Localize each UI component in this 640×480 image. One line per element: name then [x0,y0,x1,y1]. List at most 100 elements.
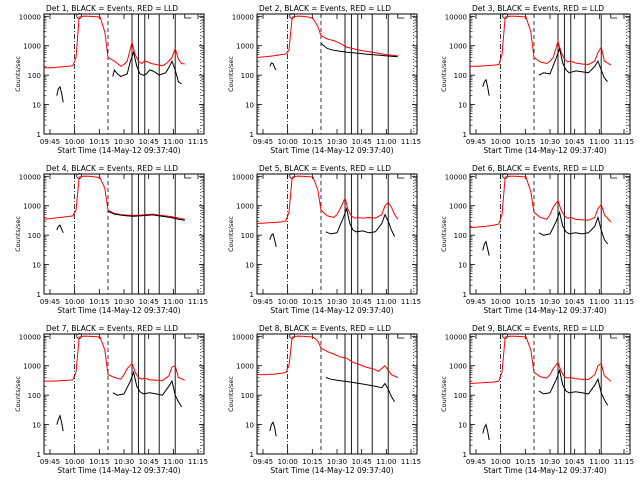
series-events-line [269,62,277,71]
x-tick-label: 10:15 [302,298,322,306]
x-tick-label: 10:00 [491,138,511,146]
y-tick-label: 1 [37,131,41,139]
x-tick-label: 10:30 [114,458,134,466]
x-axis-label: Start Time (14-May-12 09:37:40) [270,306,393,315]
y-tick-label: 100 [241,72,254,80]
x-tick-label: 09:45 [253,458,273,466]
x-tick-label: 10:00 [278,298,298,306]
y-tick-label: 10000 [445,173,467,181]
series-lld-line [470,15,612,67]
x-tick-label: 10:30 [327,138,347,146]
x-tick-label: 10:45 [139,458,159,466]
y-tick-label: 10000 [232,333,254,341]
y-tick-label: 1000 [449,43,467,51]
x-tick-label: 11:00 [589,298,609,306]
x-tick-label: 10:00 [65,138,85,146]
x-tick-label: 10:45 [139,298,159,306]
y-tick-label: 1000 [449,363,467,371]
y-tick-label: 10000 [232,173,254,181]
y-tick-label: 10000 [19,13,41,21]
detector-panel: 1 10 100 1000 10000 09:45 10:00 10:15 10:30 10:45… [14,324,208,475]
plot-frame [469,333,631,455]
y-tick-label: 1 [37,291,41,299]
detector-panel: 1 10 100 1000 10000 09:45 10:00 10:15 10:30 10:45… [14,164,208,315]
x-axis-label: Start Time (14-May-12 09:37:40) [57,306,180,315]
x-tick-label: 10:30 [114,298,134,306]
y-axis-label: Counts/sec [227,376,235,412]
x-tick-label: 10:00 [65,298,85,306]
y-tick-label: 1 [463,451,467,459]
y-axis-label: Counts/sec [14,216,22,252]
x-tick-label: 11:15 [401,458,421,466]
series-events-line [269,421,277,437]
plot-frame [43,13,205,135]
y-tick-label: 100 [454,72,467,80]
x-tick-label: 10:30 [327,458,347,466]
plot-frame [43,173,205,295]
series-lld-line [43,175,185,220]
y-tick-label: 100 [28,232,41,240]
x-tick-label: 10:15 [302,458,322,466]
series-lld-line [469,175,612,229]
y-tick-label: 10 [245,262,254,270]
x-axis-label: Start Time (14-May-12 09:37:40) [57,466,180,475]
y-tick-label: 1 [463,291,467,299]
y-tick-label: 1 [250,131,254,139]
plot-title: Det 7, BLACK = Events, RED = LLD [46,324,178,333]
y-tick-label: 1000 [23,43,41,51]
flag-marker [610,334,618,339]
x-tick-label: 09:45 [40,458,60,466]
y-tick-label: 1000 [23,363,41,371]
series-events-line [482,240,490,256]
x-tick-label: 10:15 [89,298,109,306]
x-tick-label: 10:00 [491,298,511,306]
series-events-line [325,377,396,402]
plot-title: Det 6, BLACK = Events, RED = LLD [472,164,604,173]
x-tick-label: 10:15 [89,138,109,146]
detector-panel: 1 10 100 1000 10000 09:45 10:00 10:15 10:30 10:45… [440,164,634,315]
y-tick-label: 100 [28,392,41,400]
y-tick-label: 1 [37,451,41,459]
y-axis-label: Counts/sec [440,216,448,252]
series-lld-line [256,175,399,224]
flag-marker [184,174,192,179]
x-tick-label: 11:00 [376,138,396,146]
plot-title: Det 4, BLACK = Events, RED = LLD [46,164,178,173]
series-events-line [56,414,64,432]
series-events-line [482,423,490,441]
x-tick-label: 11:00 [376,458,396,466]
series-events-line [538,210,609,245]
x-tick-label: 10:45 [352,138,372,146]
flag-marker [397,14,405,19]
x-axis-label: Start Time (14-May-12 09:37:40) [270,466,393,475]
flag-marker [184,14,192,19]
x-tick-label: 11:00 [163,138,183,146]
series-events-line [112,50,182,85]
y-tick-label: 1 [250,291,254,299]
x-tick-label: 11:00 [589,458,609,466]
x-tick-label: 11:15 [401,298,421,306]
x-tick-label: 10:30 [327,298,347,306]
y-tick-label: 1000 [23,203,41,211]
x-tick-label: 10:00 [65,458,85,466]
x-tick-label: 11:00 [376,298,396,306]
y-tick-label: 10 [458,102,467,110]
y-tick-label: 100 [28,72,41,80]
x-tick-label: 10:30 [540,138,560,146]
flag-marker [397,174,405,179]
y-tick-label: 10 [458,262,467,270]
plot-title: Det 8, BLACK = Events, RED = LLD [259,324,391,333]
x-tick-label: 10:15 [515,138,535,146]
detector-panel: 1 10 100 1000 10000 09:45 10:00 10:15 10:30 10:45… [227,324,421,475]
x-tick-label: 10:15 [302,138,322,146]
y-tick-label: 10 [458,422,467,430]
x-tick-label: 11:00 [589,138,609,146]
x-tick-label: 10:45 [565,298,585,306]
y-tick-label: 1 [463,131,467,139]
x-tick-label: 09:45 [466,138,486,146]
x-tick-label: 10:30 [540,458,560,466]
y-tick-label: 100 [241,392,254,400]
x-tick-label: 10:45 [565,458,585,466]
series-events-line [325,206,396,237]
